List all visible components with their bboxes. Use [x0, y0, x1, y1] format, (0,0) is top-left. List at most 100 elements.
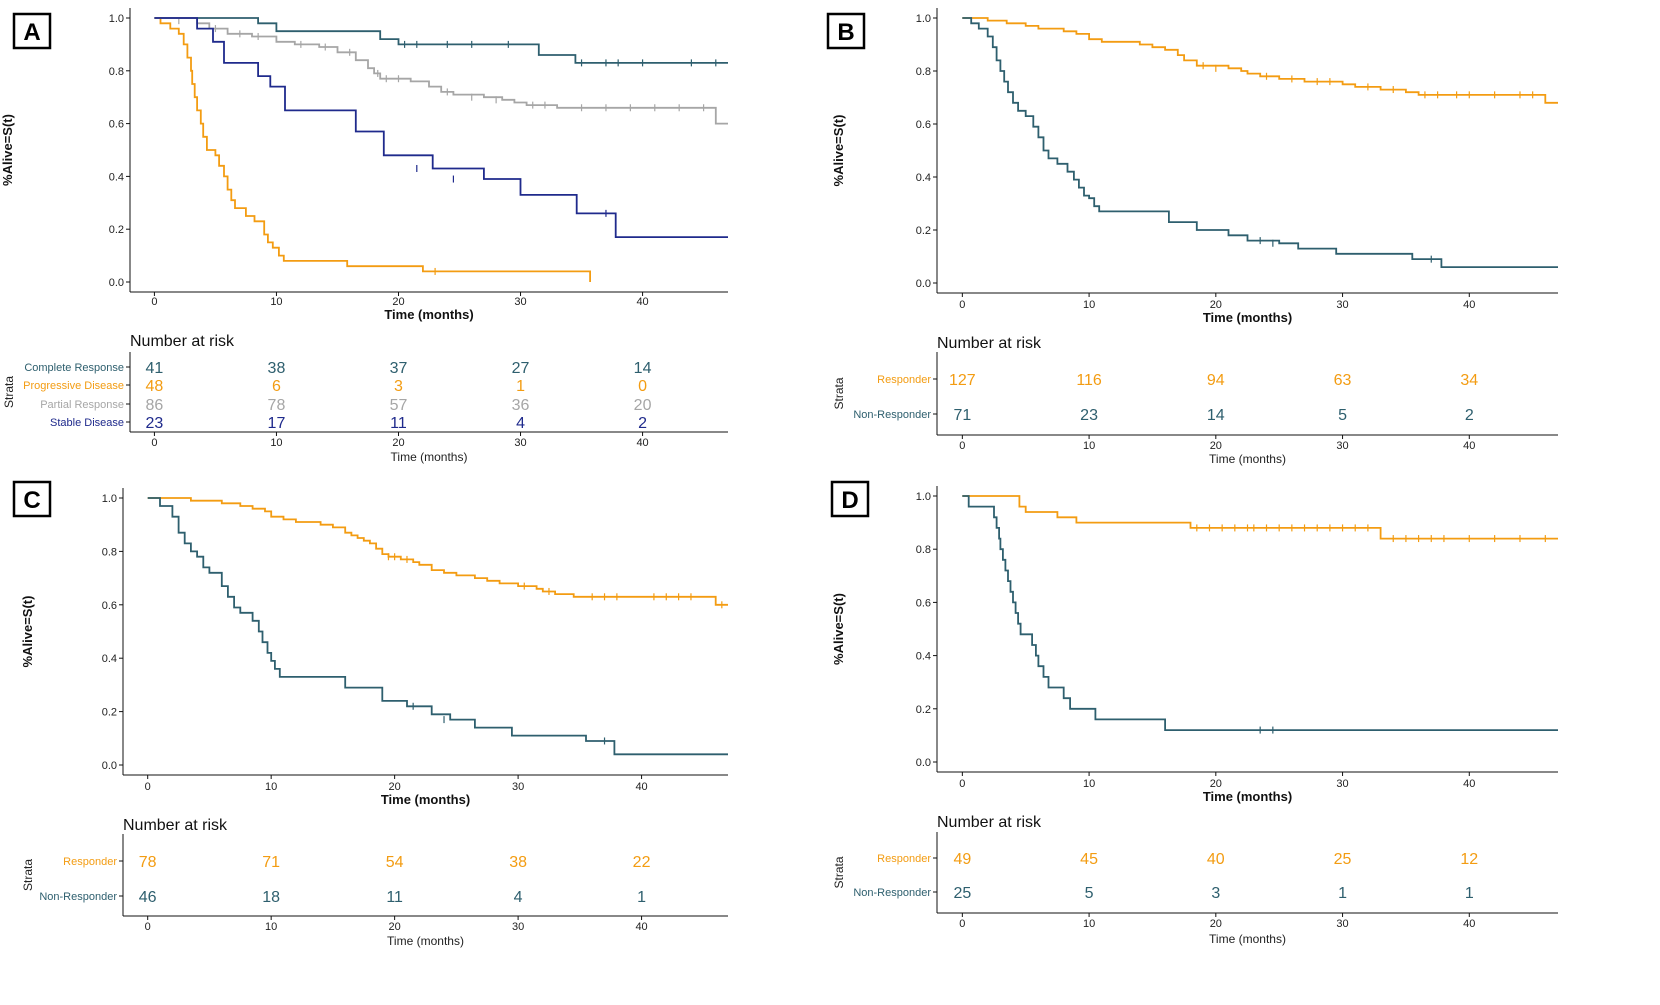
risk-count: 14 [1207, 407, 1225, 424]
y-tick-label: 0.6 [109, 119, 124, 131]
risk-count: 4 [514, 889, 523, 906]
panel-letter-box [830, 480, 870, 518]
x-tick-label: 0 [151, 296, 157, 308]
x-tick-label: 30 [1336, 299, 1348, 311]
risk-count: 48 [146, 378, 164, 395]
x-tick-label: 20 [389, 781, 401, 793]
risk-x-axis-title: Time (months) [1209, 452, 1286, 466]
x-axis-title: Time (months) [384, 307, 473, 322]
x-tick-label: 20 [1210, 778, 1222, 790]
risk-count: 22 [633, 854, 651, 871]
risk-count: 78 [268, 397, 286, 414]
y-tick-label: 0.0 [102, 760, 117, 772]
risk-count: 40 [1207, 851, 1225, 868]
risk-count: 71 [262, 854, 280, 871]
risk-count: 1 [1338, 885, 1347, 902]
x-tick-label: 40 [635, 781, 647, 793]
risk-x-tick-label: 30 [1336, 440, 1348, 452]
risk-x-tick-label: 20 [389, 921, 401, 933]
risk-count: 0 [638, 378, 647, 395]
risk-x-tick-label: 0 [959, 440, 965, 452]
risk-count: 54 [386, 854, 404, 871]
risk-count: 23 [146, 415, 164, 432]
risk-x-tick-label: 20 [1210, 440, 1222, 452]
risk-count: 94 [1207, 372, 1225, 389]
survival-curve-non-responder [962, 495, 1558, 731]
panel-letter-box [12, 480, 52, 518]
strata-label: Non-Responder [39, 891, 117, 903]
risk-count: 127 [949, 372, 976, 389]
y-tick-label: 0.0 [916, 757, 931, 769]
y-tick-label: 1.0 [109, 13, 124, 25]
risk-x-tick-label: 10 [1083, 440, 1095, 452]
risk-count: 27 [512, 360, 530, 377]
panel-letter: B [837, 19, 854, 46]
risk-count: 78 [139, 854, 157, 871]
x-tick-label: 10 [270, 296, 282, 308]
y-tick-label: 0.6 [916, 597, 931, 609]
risk-count: 34 [1460, 372, 1478, 389]
risk-count: 38 [268, 360, 286, 377]
risk-table-title: Number at risk [937, 335, 1042, 352]
y-axis-title: %Alive=S(t) [0, 114, 15, 186]
risk-count: 5 [1085, 885, 1094, 902]
x-tick-label: 0 [145, 781, 151, 793]
risk-x-tick-label: 40 [1463, 440, 1475, 452]
risk-count: 36 [512, 397, 530, 414]
y-tick-label: 0.8 [109, 66, 124, 78]
x-axis-title: Time (months) [1203, 310, 1292, 325]
strata-label: Complete Response [24, 362, 124, 374]
x-tick-label: 20 [392, 296, 404, 308]
y-tick-label: 1.0 [916, 13, 931, 25]
survival-curve-responder [962, 495, 1558, 540]
y-tick-label: 0.0 [916, 278, 931, 290]
risk-x-tick-label: 0 [959, 918, 965, 930]
x-tick-label: 30 [1336, 778, 1348, 790]
risk-count: 12 [1460, 851, 1478, 868]
risk-count: 25 [953, 885, 971, 902]
strata-label: Responder [877, 374, 931, 386]
survival-curve-non-responder [962, 17, 1558, 268]
x-tick-label: 10 [265, 781, 277, 793]
x-tick-label: 30 [512, 781, 524, 793]
strata-axis-title: Strata [832, 856, 846, 888]
panel-letter: D [841, 487, 858, 514]
risk-x-tick-label: 40 [636, 437, 648, 449]
x-tick-label: 0 [959, 778, 965, 790]
y-axis-title: %Alive=S(t) [831, 115, 846, 187]
y-tick-label: 0.2 [102, 707, 117, 719]
risk-count: 2 [638, 415, 647, 432]
survival-curve-stable-disease [154, 17, 728, 238]
risk-count: 49 [953, 851, 971, 868]
risk-count: 41 [146, 360, 164, 377]
risk-count: 46 [139, 889, 157, 906]
risk-table-title: Number at risk [937, 814, 1042, 831]
risk-count: 11 [386, 889, 403, 906]
panel-letter-box [826, 12, 866, 50]
risk-x-tick-label: 20 [1210, 918, 1222, 930]
survival-curve-responder [147, 497, 728, 606]
risk-count: 71 [953, 407, 971, 424]
risk-count: 116 [1076, 372, 1102, 389]
survival-curve-progressive-disease [154, 17, 591, 282]
x-tick-label: 20 [1210, 299, 1222, 311]
x-tick-label: 10 [1083, 299, 1095, 311]
survival-curve-non-responder [147, 497, 728, 756]
risk-x-tick-label: 0 [151, 437, 157, 449]
risk-count: 57 [390, 397, 408, 414]
risk-count: 38 [509, 854, 527, 871]
y-tick-label: 0.2 [109, 224, 124, 236]
x-axis-title: Time (months) [381, 792, 470, 807]
y-tick-label: 1.0 [916, 491, 931, 503]
risk-x-tick-label: 10 [265, 921, 277, 933]
x-tick-label: 40 [636, 296, 648, 308]
y-tick-label: 0.6 [916, 119, 931, 131]
y-tick-label: 1.0 [102, 493, 117, 505]
risk-count: 2 [1465, 407, 1474, 424]
risk-count: 25 [1334, 851, 1352, 868]
strata-label: Non-Responder [853, 887, 931, 899]
